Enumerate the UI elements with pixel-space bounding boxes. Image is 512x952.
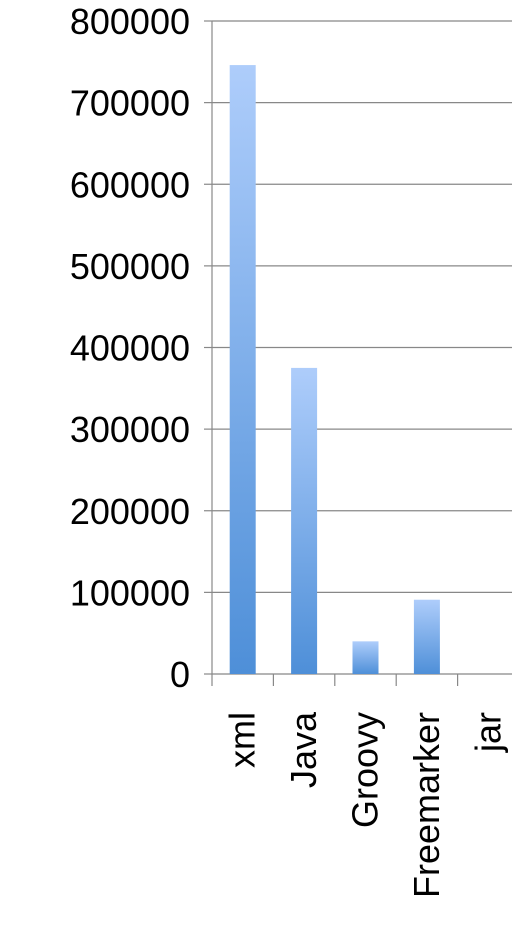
y-tick-label: 600000 xyxy=(70,164,190,205)
y-tick-labels: 0 100000 200000 300000 400000 500000 600000 700… xyxy=(70,1,190,695)
y-tick-label: 200000 xyxy=(70,491,190,532)
y-tick-label: 700000 xyxy=(70,83,190,124)
y-tick-label: 400000 xyxy=(70,328,190,369)
x-tick-label: jar xyxy=(467,712,508,753)
y-tick-label: 800000 xyxy=(70,1,190,42)
y-tick-label: 300000 xyxy=(70,409,190,450)
bar-freemarker xyxy=(413,599,440,674)
y-tick-label: 500000 xyxy=(70,246,190,287)
y-tick-label: 0 xyxy=(170,654,190,695)
x-tick-label: xml xyxy=(222,712,263,768)
bar-xml xyxy=(229,65,256,674)
bar-java xyxy=(291,367,318,674)
x-tick-label: Java xyxy=(283,711,324,788)
gridlines xyxy=(212,20,512,593)
x-tick-label: Groovy xyxy=(345,712,386,828)
x-tick-label: Freemarker xyxy=(406,712,447,898)
y-tick-label: 100000 xyxy=(70,572,190,613)
bar-groovy xyxy=(352,641,379,674)
bars xyxy=(229,65,440,674)
x-tick-labels: xml Java Groovy Freemarker jar xyxy=(222,711,509,898)
axes xyxy=(204,20,512,686)
